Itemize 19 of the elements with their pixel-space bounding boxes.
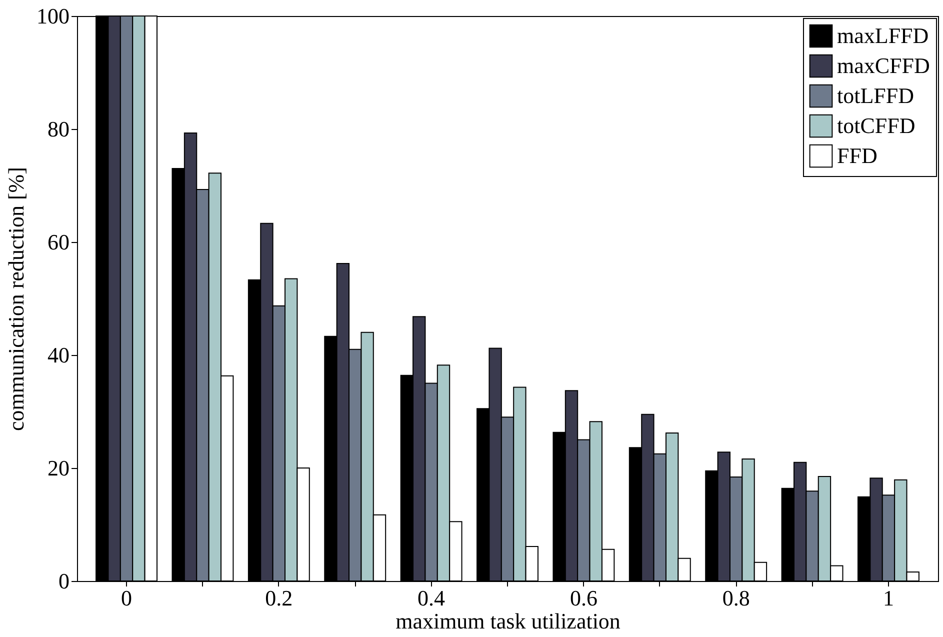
legend-label: maxCFFD [837,53,930,78]
legend-label: totCFFD [837,113,916,138]
x-tick-label: 0.8 [722,586,750,610]
y-tick-label: 0 [58,568,70,594]
y-tick-label: 80 [48,116,70,142]
y-axis-title: communication reduction [%] [4,167,28,431]
y-tick-label: 60 [48,230,70,254]
y-tick-label: 100 [36,4,70,28]
x-tick-label: 0.2 [265,586,293,610]
y-tick-label: 20 [48,456,70,480]
y-tick-label: 40 [48,342,70,368]
x-tick-label: 0 [121,586,132,610]
legend-label: FFD [837,143,878,168]
x-tick-label: 1 [882,586,894,610]
legend-label: maxLFFD [837,23,929,48]
x-tick-label: 0.4 [418,586,446,610]
x-tick-label: 0.6 [570,586,598,610]
x-axis-title: maximum task utilization [396,608,620,634]
legend-label: totLFFD [837,83,914,108]
